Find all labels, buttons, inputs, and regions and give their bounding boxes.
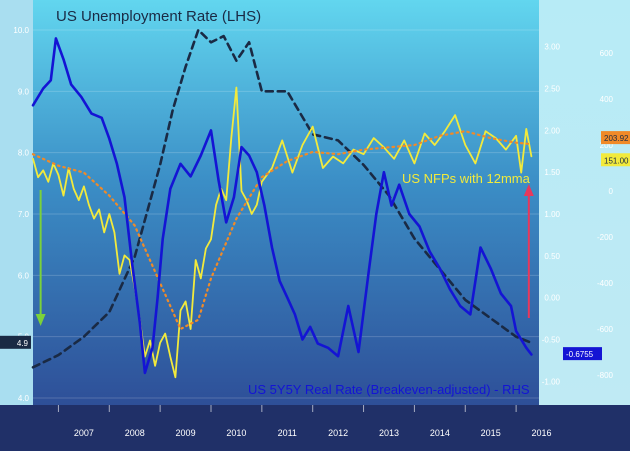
x-tick-label: 2014	[430, 428, 450, 438]
real-rate-annotation: US 5Y5Y Real Rate (Breakeven-adjusted) -…	[248, 382, 530, 397]
green-arrow-head	[35, 314, 46, 326]
rhs-nfp-tick-label: 0	[609, 187, 614, 196]
rhs-rate-tick-label: 0.00	[544, 294, 560, 303]
rhs-nfp-tick-label: -800	[597, 371, 614, 380]
left-last-value-box	[0, 335, 31, 349]
nfp-annotation: US NFPs with 12mma	[402, 171, 531, 186]
series-line-us-5y5y-real-rate-breakeven-adjusted-rhs	[31, 37, 533, 375]
rhs-rate-tick-label: 2.50	[544, 85, 560, 94]
left-last-value: 4.9	[17, 339, 29, 348]
x-tick-label: 2009	[176, 428, 196, 438]
series-line-us-unemployment-rate-lhs-	[31, 28, 533, 369]
left-tick-label: 6.0	[18, 271, 30, 280]
series-line-us-nfps	[32, 86, 533, 379]
rhs-nfp-tick-label: -200	[597, 233, 614, 242]
x-tick-label: 2008	[125, 428, 145, 438]
x-tick-label: 2011	[278, 428, 297, 438]
x-tick-label: 2013	[379, 428, 399, 438]
label-layer: US Unemployment Rate (LHS) US NFPs with …	[56, 8, 531, 397]
chart-title: US Unemployment Rate (LHS)	[56, 8, 261, 25]
rhs-nfp-tick-label: -400	[597, 279, 614, 288]
red-arrow-head	[523, 184, 534, 196]
series-layer	[31, 28, 533, 379]
x-tick-label: 2007	[74, 428, 94, 438]
x-tick-label: 2012	[328, 428, 348, 438]
rhs-nfp-tick-label: 600	[600, 49, 614, 58]
right-axis-panel	[539, 0, 630, 405]
left-tick-label: 10.0	[13, 26, 29, 35]
left-tick-label: 8.0	[18, 149, 30, 158]
left-tick-label: 4.0	[18, 394, 30, 403]
gridlines	[33, 29, 539, 399]
rhs-rate-tick-label: 0.50	[544, 252, 560, 261]
axis-layer: 10.09.08.07.06.05.04.03.002.502.001.501.…	[0, 26, 630, 438]
nfp-last-value: 151.00	[604, 156, 629, 165]
rhs-rate-last-value: -0.6755	[566, 350, 594, 359]
series-line-us-nfps-12mma	[31, 130, 533, 331]
rhs-rate-last-value-box	[563, 347, 602, 361]
x-axis-band	[0, 405, 630, 451]
rhs-rate-tick-label: -1.00	[542, 377, 561, 386]
nfp-last-value-box	[601, 153, 630, 167]
nfp-avg-last-value-box	[601, 131, 630, 145]
rhs-nfp-tick-label: -600	[597, 325, 614, 334]
x-tick-label: 2015	[481, 428, 501, 438]
x-tick-label: 2016	[532, 428, 552, 438]
left-tick-label: 9.0	[18, 87, 30, 96]
rhs-rate-tick-label: 1.00	[544, 210, 560, 219]
plot-background	[33, 0, 539, 405]
rhs-rate-tick-label: -0.50	[542, 335, 561, 344]
rhs-nfp-tick-label: 200	[600, 141, 614, 150]
nfp-avg-last-value: 203.92	[604, 134, 629, 143]
arrow-layer	[35, 184, 534, 326]
rhs-nfp-tick-label: 400	[600, 95, 614, 104]
rhs-rate-tick-label: 3.00	[544, 43, 560, 52]
rhs-rate-tick-label: 2.00	[544, 126, 560, 135]
x-tick-label: 2010	[226, 428, 246, 438]
left-tick-label: 7.0	[18, 210, 30, 219]
rhs-rate-tick-label: 1.50	[544, 168, 560, 177]
